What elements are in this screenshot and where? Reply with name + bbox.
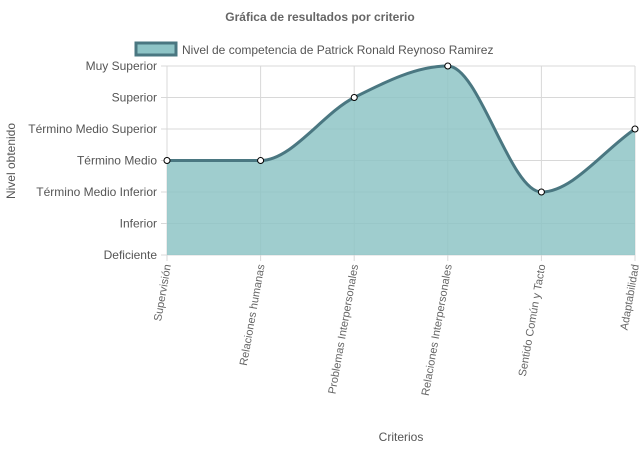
y-tick-label: Término Medio Superior — [28, 122, 157, 136]
y-tick-label: Inferior — [120, 217, 157, 231]
y-tick-label: Deficiente — [104, 248, 158, 262]
x-tick-label: Relaciones humanas — [238, 263, 268, 367]
x-tick-label: Sentido Común y Tacto — [517, 263, 549, 377]
data-point[interactable] — [537, 188, 545, 196]
x-axis-label: Criterios — [379, 430, 424, 444]
legend-swatch — [134, 41, 178, 57]
data-points — [163, 62, 639, 196]
x-tick-label: Supervisión — [152, 263, 174, 322]
chart-title: Gráfica de resultados por criterio — [225, 10, 414, 24]
y-axis-ticks: Deficiente Inferior Término Medio Inferior… — [28, 59, 157, 262]
y-tick-label: Superior — [112, 91, 157, 105]
x-tick-label: Problemas Interpersonales — [327, 263, 362, 395]
series-area — [167, 66, 635, 255]
legend-label: Nivel de competencia de Patrick Ronald R… — [182, 43, 493, 57]
legend[interactable]: Nivel de competencia de Patrick Ronald R… — [134, 41, 493, 57]
data-point[interactable] — [631, 125, 639, 133]
data-point[interactable] — [257, 157, 265, 164]
data-point[interactable] — [163, 157, 171, 164]
y-tick-label: Término Medio — [77, 154, 157, 168]
x-tick-label: Relaciones Interpersonales — [420, 263, 455, 397]
x-tick-label: Adaptabilidad — [619, 263, 639, 331]
y-axis-label: Nivel obtenido — [4, 123, 18, 199]
data-point[interactable] — [444, 62, 452, 70]
y-tick-label: Muy Superior — [86, 59, 157, 73]
y-tick-label: Término Medio Inferior — [36, 185, 157, 199]
data-point[interactable] — [350, 94, 358, 101]
x-axis-ticks: Supervisión Relaciones humanas Problemas I… — [152, 263, 639, 397]
